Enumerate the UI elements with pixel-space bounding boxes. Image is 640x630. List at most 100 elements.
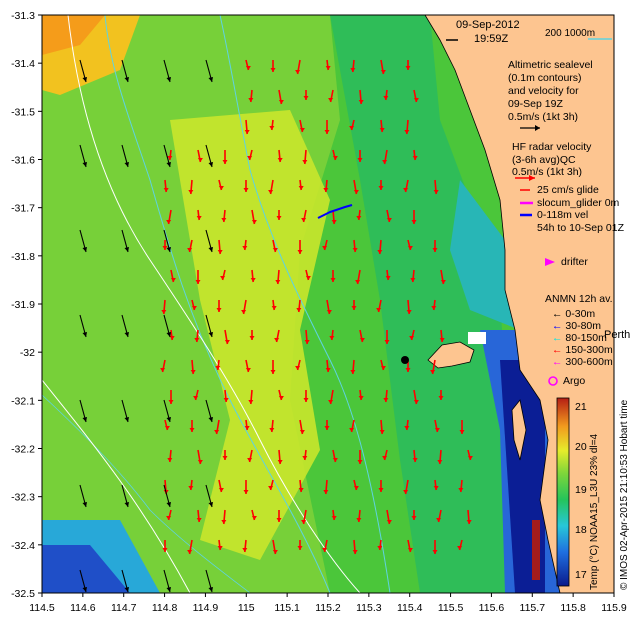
y-tick-label: -31.7 (11, 203, 35, 215)
x-tick-label: 115.7 (520, 602, 546, 614)
radar-vector-head (278, 396, 284, 400)
radar-vector-head (196, 518, 202, 522)
altimetry-vector-head (166, 417, 171, 422)
glider-track (317, 204, 353, 219)
hf-radar-vectors (160, 59, 473, 555)
radar-vector-head (298, 186, 304, 190)
radar-vector-head (275, 280, 281, 284)
garden-island (511, 399, 527, 461)
altimetry-vector-head (166, 247, 171, 252)
radar-vector-head (164, 426, 170, 430)
x-tick-label: 115.6 (479, 602, 505, 614)
altimetry-vector-head (208, 417, 213, 422)
anmn-legend-item: ← 80-150m (552, 333, 607, 344)
radar-vector-head (404, 426, 410, 430)
radar-vector-head (276, 518, 282, 522)
radar-vector-head (324, 130, 330, 134)
radar-vector-head (251, 516, 257, 520)
radar-vector-head (241, 310, 247, 314)
y-tick-label: -31.6 (11, 155, 35, 167)
glider-text-4: 54h to 10-Sep 01Z (537, 222, 624, 234)
radar-vector-head (218, 488, 224, 492)
radar-vector-head (187, 248, 193, 252)
radar-vector-head (322, 246, 328, 250)
radar-vector-head (277, 460, 283, 464)
radar-vector-head (299, 430, 305, 434)
radar-vector-head (331, 516, 337, 520)
sst-coastal-band (330, 15, 520, 593)
glider-text-3: 0-118m vel (537, 209, 589, 221)
radar-vector-head (355, 280, 361, 284)
argo-label: Argo (563, 375, 586, 387)
radar-vector-head (467, 456, 473, 460)
radar-vector-head (349, 126, 355, 130)
radar-vector-head (218, 186, 224, 190)
altimetry-vector-head (166, 162, 171, 167)
radar-vector-head (187, 550, 193, 554)
colorbar-tick-18: 18 (575, 524, 587, 536)
radar-vector-head (168, 400, 174, 404)
hf-radar-text-2: (3-6h avg)QC (512, 154, 576, 166)
radar-vector-head (216, 308, 222, 312)
radar-vector-head (378, 186, 384, 190)
radar-vector-head (412, 458, 418, 462)
radar-vector-head (385, 276, 391, 280)
radar-vector-head (405, 66, 411, 70)
radar-vector-head (329, 336, 335, 340)
altimetry-vector-head (82, 502, 87, 507)
radar-vector-head (270, 370, 276, 374)
radar-vector-head (242, 548, 248, 552)
anmn-legend-item: ← 300-600m (552, 357, 613, 368)
radar-vector-head (250, 278, 256, 282)
radar-vector-head (378, 488, 384, 492)
x-tick-label: 115.3 (356, 602, 382, 614)
radar-vector-head (162, 548, 168, 552)
y-tick-label: -31.9 (11, 299, 35, 311)
radar-vector-head (303, 96, 309, 100)
anmn-depth-label: 80-150m (562, 332, 607, 344)
data-gap-perth (468, 332, 486, 344)
radar-vector-head (270, 68, 276, 72)
x-tick-label: 114.9 (193, 602, 219, 614)
radar-vector-head (194, 338, 200, 342)
radar-vector-head (331, 220, 337, 224)
radar-vector-head (411, 516, 417, 520)
sst-coastal-cool (450, 180, 520, 330)
radar-vector-head (431, 306, 437, 310)
radar-vector-head (434, 428, 440, 432)
anmn-arrow-icon: ← (552, 308, 563, 320)
radar-vector-head (437, 460, 443, 464)
y-tick-label: -32 (20, 347, 35, 359)
altimetry-vector-head (208, 332, 213, 337)
x-tick-label: 114.8 (152, 602, 178, 614)
colorbar-tick-19: 19 (575, 484, 587, 496)
radar-vector-head (297, 250, 303, 254)
argo-legend-marker (548, 376, 558, 386)
radar-vector-head (403, 490, 409, 494)
altimetry-vector-head (82, 332, 87, 337)
radar-vector-head (332, 156, 338, 160)
radar-vector-head (350, 68, 356, 72)
altimetry-vector-head (82, 587, 87, 592)
altimetry-vector-head (166, 332, 171, 337)
x-tick-label: 115.5 (438, 602, 464, 614)
anmn-arrow-icon: ← (552, 320, 563, 332)
altimetry-vector-head (82, 77, 87, 82)
anmn-arrow-icon: ← (552, 356, 563, 368)
x-tick-label: 115.2 (315, 602, 341, 614)
radar-vector-head (358, 396, 364, 400)
anmn-depth-label: 30-80m (562, 320, 602, 332)
radar-vector-head (251, 220, 257, 224)
x-axis: 114.5 114.6 114.7 114.8 114.9 115 115.1 115.2 11… (29, 593, 627, 614)
radar-vector-head (163, 188, 169, 192)
radar-vector-head (272, 550, 278, 554)
radar-vector-head (169, 336, 175, 340)
radar-vector-head (277, 158, 283, 162)
radar-vector-head (188, 190, 194, 194)
radar-vector-head (413, 400, 419, 404)
radar-vector-head (221, 520, 227, 524)
radar-vector-head (332, 458, 338, 462)
sealevel-contour-sw (42, 379, 191, 593)
bathy-scale-label: 200 1000m (545, 28, 596, 39)
